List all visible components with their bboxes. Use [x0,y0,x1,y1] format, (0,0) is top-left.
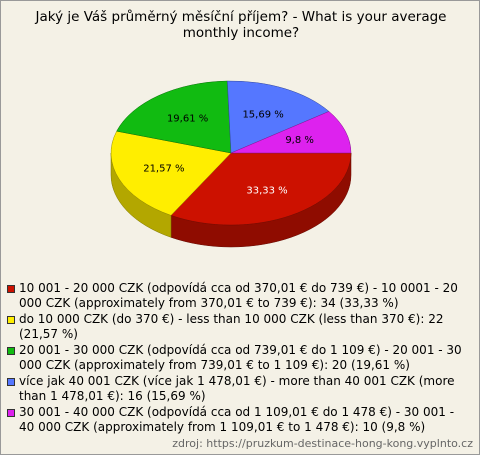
legend-label: 10 001 - 20 000 CZK (odpovídá cca od 370… [19,281,458,310]
legend-swatch [7,285,15,293]
chart: 33,33 % 21,57 % 19,61 % 15,69 % 9,8 % [110,80,352,248]
data-label: 15,69 % [242,109,283,120]
data-label: 9,8 % [285,135,314,146]
legend-item: 30 001 - 40 000 CZK (odpovídá cca od 1 1… [7,405,473,435]
slice [116,80,232,154]
legend-item: více jak 40 001 CZK (více jak 1 478,01 €… [7,374,473,404]
slice [227,80,330,154]
slice [230,111,352,154]
source: zdroj: https://pruzkum-destinace-hong-ko… [172,437,473,450]
legend-item: do 10 000 CZK (do 370 €) - less than 10 … [7,312,473,342]
legend-label: 30 001 - 40 000 CZK (odpovídá cca od 1 1… [19,405,455,434]
data-label: 33,33 % [246,185,287,196]
legend-label: 20 001 - 30 000 CZK (odpovídá cca od 739… [19,343,462,372]
slice [170,152,352,226]
legend: 10 001 - 20 000 CZK (odpovídá cca od 370… [7,281,473,436]
legend-swatch [7,347,15,355]
legend-swatch [7,378,15,386]
data-label: 21,57 % [143,164,184,175]
chart-title: Jaký je Váš průměrný měsíční příjem? - W… [35,9,447,41]
legend-swatch [7,409,15,417]
legend-item: 10 001 - 20 000 CZK (odpovídá cca od 370… [7,281,473,311]
legend-label: do 10 000 CZK (do 370 €) - less than 10 … [19,312,444,341]
legend-item: 20 001 - 30 000 CZK (odpovídá cca od 739… [7,343,473,373]
legend-swatch [7,316,15,324]
data-label: 19,61 % [167,114,208,125]
slice [110,130,232,216]
legend-label: více jak 40 001 CZK (více jak 1 478,01 €… [19,374,455,403]
